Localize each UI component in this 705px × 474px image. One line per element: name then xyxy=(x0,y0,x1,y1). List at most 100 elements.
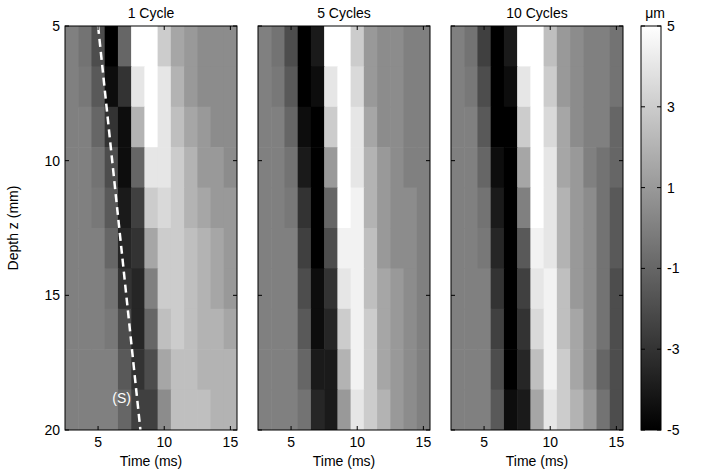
cell xyxy=(583,268,597,309)
cell xyxy=(171,26,185,67)
cell xyxy=(451,228,465,269)
cell xyxy=(390,309,404,350)
cell xyxy=(583,188,597,229)
cell xyxy=(224,349,237,390)
colorbar-tick xyxy=(641,430,645,431)
cell xyxy=(298,390,312,430)
cell xyxy=(583,349,597,390)
cell xyxy=(504,188,518,229)
cell xyxy=(284,107,298,148)
cell xyxy=(78,66,92,107)
panel-title: 5 Cycles xyxy=(317,5,371,21)
y-tick xyxy=(451,26,455,27)
cell xyxy=(284,390,298,430)
cell xyxy=(464,147,478,188)
y-tick xyxy=(451,430,455,431)
cell xyxy=(258,228,272,269)
y-tick xyxy=(233,160,237,161)
cell xyxy=(324,188,338,229)
cell xyxy=(544,268,558,309)
y-tick xyxy=(258,295,262,296)
cell xyxy=(298,188,312,229)
cell xyxy=(197,107,211,148)
colorbar-tick xyxy=(657,26,661,27)
cell xyxy=(404,349,418,390)
cell xyxy=(464,188,478,229)
cell xyxy=(258,26,272,67)
cell xyxy=(504,268,518,309)
cell xyxy=(197,390,211,430)
cell xyxy=(477,147,491,188)
cell xyxy=(197,188,211,229)
cell xyxy=(258,66,272,107)
cell xyxy=(284,268,298,309)
cell xyxy=(377,228,391,269)
cell xyxy=(377,349,391,390)
cell xyxy=(311,228,325,269)
y-tick xyxy=(65,160,69,161)
cell xyxy=(271,26,285,67)
cell xyxy=(583,228,597,269)
cell xyxy=(517,390,531,430)
panel: 5101510 CyclesTime (ms) xyxy=(451,5,624,469)
cell xyxy=(390,26,404,67)
cell xyxy=(197,147,211,188)
cell xyxy=(158,147,172,188)
cell xyxy=(298,66,312,107)
cell xyxy=(184,390,198,430)
colorbar-scale xyxy=(641,26,661,430)
cell xyxy=(258,390,272,430)
cell xyxy=(544,228,558,269)
colorbar-tick xyxy=(641,106,645,107)
cell xyxy=(184,66,198,107)
cell xyxy=(131,107,145,148)
cell xyxy=(517,349,531,390)
cell xyxy=(224,26,237,67)
cell xyxy=(417,228,430,269)
cell xyxy=(464,66,478,107)
cell xyxy=(197,309,211,350)
cell xyxy=(258,188,272,229)
cell xyxy=(404,188,418,229)
cell xyxy=(417,147,430,188)
cell xyxy=(530,390,544,430)
colorbar-tick-label: -1 xyxy=(667,260,680,276)
cell xyxy=(105,309,119,350)
cell xyxy=(570,309,584,350)
cell xyxy=(271,107,285,148)
cell xyxy=(311,66,325,107)
x-axis-title: Time (ms) xyxy=(120,453,182,469)
x-tick xyxy=(550,26,551,30)
cell xyxy=(557,66,571,107)
cell xyxy=(337,309,351,350)
cell xyxy=(284,349,298,390)
cell xyxy=(324,349,338,390)
cell xyxy=(144,66,158,107)
x-tick-label: 10 xyxy=(349,434,365,450)
cell xyxy=(597,268,611,309)
cell xyxy=(404,268,418,309)
figure: (S)5101551015201 CycleTime (ms)Depth z (… xyxy=(0,0,705,474)
cell xyxy=(184,147,198,188)
x-tick xyxy=(164,426,165,430)
cell xyxy=(417,188,430,229)
cell xyxy=(570,390,584,430)
cell xyxy=(211,107,225,148)
cell xyxy=(517,309,531,350)
colorbar-tick xyxy=(657,187,661,188)
colorbar-tick-label: -5 xyxy=(667,422,680,438)
cell xyxy=(158,26,172,67)
cell xyxy=(78,228,92,269)
cell xyxy=(544,66,558,107)
x-tick xyxy=(230,26,231,30)
cell xyxy=(78,349,92,390)
cell xyxy=(224,268,237,309)
cell xyxy=(131,66,145,107)
x-tick xyxy=(230,426,231,430)
cell xyxy=(530,26,544,67)
cell xyxy=(184,26,198,67)
cell xyxy=(597,107,611,148)
cell xyxy=(65,309,79,350)
cell xyxy=(271,66,285,107)
cell xyxy=(417,26,430,67)
